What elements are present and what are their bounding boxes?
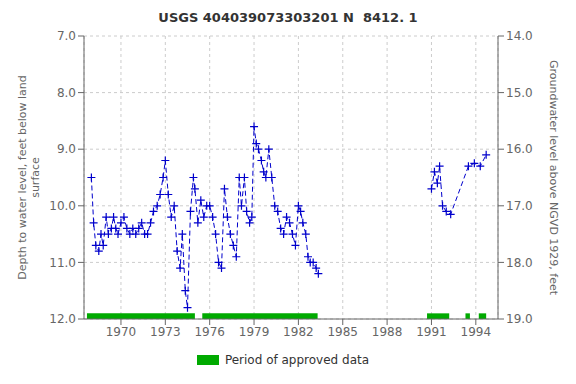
svg-text:1970: 1970 — [106, 325, 137, 339]
svg-text:1976: 1976 — [194, 325, 225, 339]
html-text:USGS 404039073303201 N 8412. 1: USGS 404039073303201 N 8412. 1 — [158, 10, 418, 25]
svg-text:18.0: 18.0 — [506, 256, 533, 270]
svg-text:16.0: 16.0 — [506, 142, 533, 156]
svg-text:15.0: 15.0 — [506, 86, 533, 100]
html-text:Period of approved data: Period of approved data — [224, 353, 370, 367]
svg-text:1988: 1988 — [372, 325, 403, 339]
svg-text:12.0: 12.0 — [49, 312, 76, 326]
svg-text:8.0: 8.0 — [57, 86, 76, 100]
svg-text:11.0: 11.0 — [49, 256, 76, 270]
svg-text:9.0: 9.0 — [57, 142, 76, 156]
svg-text:1991: 1991 — [416, 325, 447, 339]
svg-text:7.0: 7.0 — [57, 29, 76, 43]
svg-text:1982: 1982 — [283, 325, 314, 339]
svg-text:14.0: 14.0 — [506, 29, 533, 43]
svg-text:19.0: 19.0 — [506, 312, 533, 326]
svg-text:1994: 1994 — [461, 325, 492, 339]
svg-text:10.0: 10.0 — [49, 199, 76, 213]
svg-text:Groundwater level above NGVD 1: Groundwater level above NGVD 1929, feet — [547, 60, 560, 296]
svg-text:1979: 1979 — [239, 325, 270, 339]
svg-text:1985: 1985 — [327, 325, 358, 339]
svg-text:1973: 1973 — [150, 325, 181, 339]
svg-text:17.0: 17.0 — [506, 199, 533, 213]
svg-text:Depth to water level, feet bel: Depth to water level, feet below landsur… — [16, 75, 42, 280]
